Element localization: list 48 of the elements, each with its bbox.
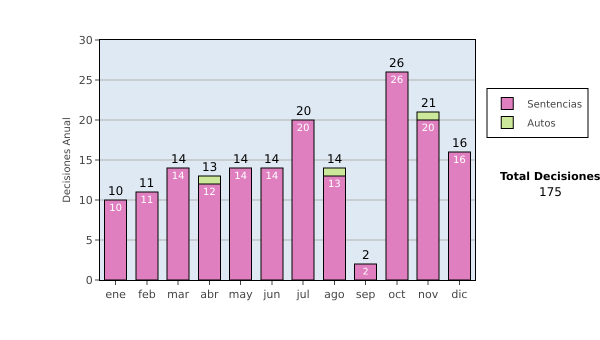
y-tick-label: 5 xyxy=(86,234,93,247)
total-label: 10 xyxy=(108,184,124,198)
data-label: 16 xyxy=(453,155,466,166)
data-label: 20 xyxy=(296,123,310,134)
y-axis-title: Decisiones Anual xyxy=(62,117,73,203)
y-tick-label: 25 xyxy=(78,74,93,87)
total-label: 20 xyxy=(296,104,312,118)
data-label: 13 xyxy=(328,179,341,190)
legend-label: Sentencias xyxy=(527,99,582,110)
total-label: 13 xyxy=(202,160,218,174)
y-tick-label: 0 xyxy=(86,274,93,287)
total-label: 14 xyxy=(327,152,342,166)
total-label: 16 xyxy=(452,136,468,150)
total-label: 14 xyxy=(264,152,280,166)
x-tick-label: mar xyxy=(167,288,190,302)
total-label: 11 xyxy=(139,176,154,190)
data-label: 14 xyxy=(234,171,247,182)
x-tick-label: oct xyxy=(388,288,406,302)
x-tick-label: sep xyxy=(356,288,376,302)
y-tick-label: 15 xyxy=(78,154,93,167)
total-label: 14 xyxy=(233,152,248,166)
text: Total Decisiones xyxy=(500,170,600,183)
x-tick-label: ene xyxy=(105,288,126,302)
x-tick-label: may xyxy=(228,288,254,302)
total-label: 26 xyxy=(389,56,404,70)
x-tick-label: dic xyxy=(451,288,468,302)
x-tick-label: nov xyxy=(418,288,439,302)
data-label: 14 xyxy=(266,171,278,182)
y-tick-label: 10 xyxy=(78,194,93,207)
data-label: 26 xyxy=(390,75,404,86)
x-tick-label: jun xyxy=(262,288,280,302)
x-tick-label: ago xyxy=(324,288,345,302)
x-tick-label: abr xyxy=(200,288,219,302)
data-label: 20 xyxy=(422,123,434,134)
y-tick-label: 30 xyxy=(78,34,93,47)
text: 175 xyxy=(539,185,562,199)
total-label: 2 xyxy=(362,248,370,262)
legend-label: Autos xyxy=(527,118,556,130)
total-label: 21 xyxy=(421,96,436,110)
y-tick-label: 20 xyxy=(78,114,93,127)
data-label: 14 xyxy=(172,171,184,182)
x-tick-label: jul xyxy=(296,288,310,302)
total-label: 14 xyxy=(171,152,186,166)
x-tick-label: feb xyxy=(138,288,156,302)
data-label: 11 xyxy=(140,195,154,206)
data-label: 10 xyxy=(109,203,122,214)
data-label: 12 xyxy=(203,187,216,198)
data-label: 2 xyxy=(362,267,369,278)
